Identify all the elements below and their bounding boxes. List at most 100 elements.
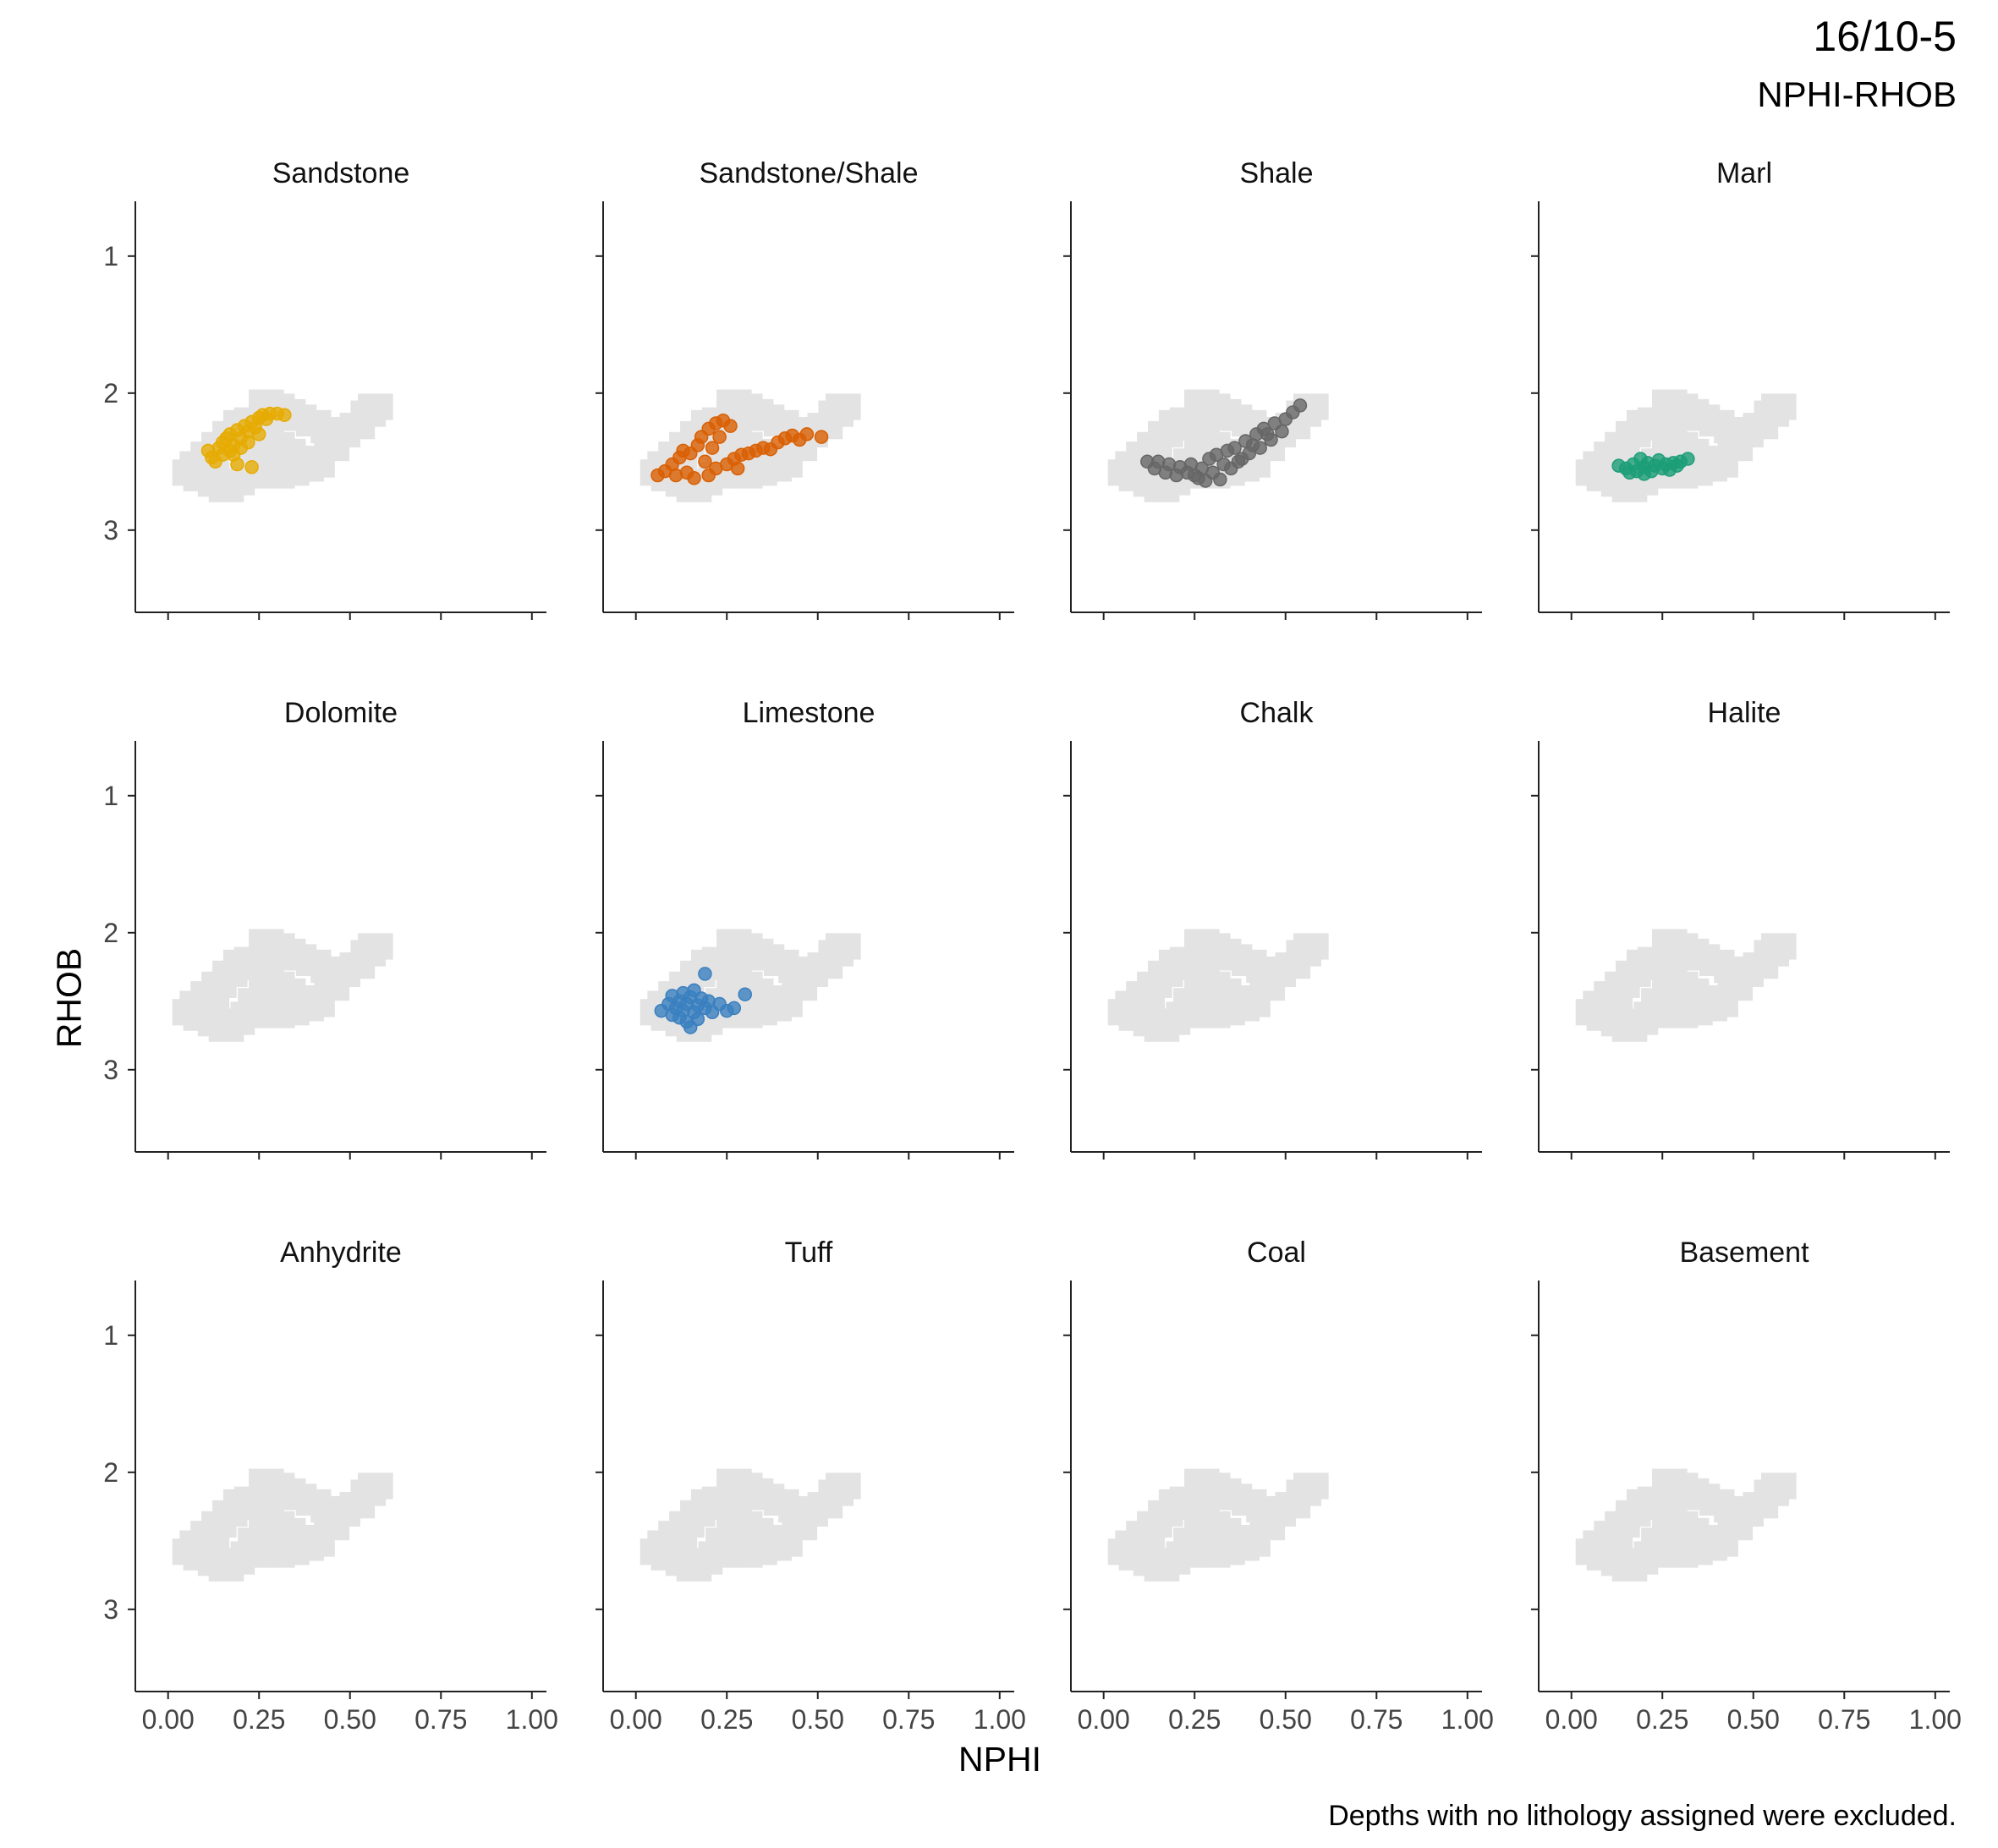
background-point <box>1129 995 1166 1023</box>
background-point <box>358 933 393 960</box>
chart-caption: Depths with no lithology assigned were e… <box>1328 1800 1957 1832</box>
x-tick-label: 1.00 <box>506 1704 558 1735</box>
data-point <box>1260 427 1275 441</box>
y-tick-label: 2 <box>103 918 118 948</box>
background-point <box>238 988 273 1015</box>
x-axis-label: NPHI <box>958 1740 1041 1779</box>
background-point <box>1761 933 1797 960</box>
data-point <box>705 441 720 455</box>
x-tick-label: 0.75 <box>1818 1704 1870 1735</box>
x-tick-label: 0.00 <box>1545 1704 1598 1735</box>
facet-title: Sandstone <box>272 157 410 189</box>
facet-panel-tuff: Tuff 0.00 0.25 0.50 0.75 1.00 <box>596 1237 1026 1735</box>
facet-title: Halite <box>1708 697 1781 729</box>
x-tick-label: 0.50 <box>324 1704 376 1735</box>
background-point <box>661 1535 698 1563</box>
data-point <box>701 468 716 483</box>
background-point <box>1692 455 1727 482</box>
facet-panel-limestone: Limestone <box>596 697 1014 1160</box>
facet-panel-coal: Coal 0.00 0.25 0.50 0.75 1.00 <box>1063 1237 1494 1735</box>
background-point <box>1129 1535 1166 1563</box>
x-tick-label: 0.75 <box>414 1704 467 1735</box>
x-tick-label: 0.50 <box>1727 1704 1780 1735</box>
background-point <box>756 995 792 1022</box>
background-point <box>238 1527 273 1555</box>
background-point <box>1173 1527 1209 1555</box>
data-point <box>1681 452 1695 466</box>
facet-panel-marl: Marl <box>1531 157 1950 620</box>
background-point <box>1641 1527 1677 1555</box>
background-point <box>1293 933 1329 960</box>
facet-panel-basement: Basement 0.00 0.25 0.50 0.75 1.00 <box>1531 1237 1962 1735</box>
x-tick-label: 0.00 <box>1078 1704 1130 1735</box>
facet-title: Shale <box>1240 157 1314 189</box>
x-tick-label: 0.25 <box>1168 1704 1221 1735</box>
facet-panel-sandstone-shale: Sandstone/Shale <box>596 157 1014 620</box>
y-tick-label: 2 <box>103 1457 118 1488</box>
x-tick-label: 0.00 <box>142 1704 195 1735</box>
facet-panel-shale: Shale <box>1063 157 1482 620</box>
background-point <box>705 1527 741 1555</box>
x-tick-label: 0.25 <box>1636 1704 1688 1735</box>
background-point <box>288 1534 324 1561</box>
data-point <box>1231 454 1246 469</box>
facet-panel-sandstone: Sandstone 1 2 3 <box>103 157 546 620</box>
y-tick-label: 3 <box>103 1055 118 1085</box>
data-point <box>244 460 259 474</box>
facet-title: Limestone <box>743 697 875 729</box>
background-point <box>194 995 230 1023</box>
y-tick-label: 1 <box>103 1320 118 1351</box>
data-point <box>690 1012 705 1027</box>
background-point <box>1761 393 1797 420</box>
background-point <box>194 1535 230 1563</box>
background-point <box>1641 988 1677 1015</box>
x-tick-label: 0.75 <box>882 1704 935 1735</box>
y-tick-label: 1 <box>103 241 118 271</box>
x-tick-label: 1.00 <box>1441 1704 1494 1735</box>
facet-title: Tuff <box>785 1237 833 1269</box>
facet-panel-anhydrite: Anhydrite 1 2 3 0.00 0.25 0.50 0.75 1.00 <box>103 1237 558 1735</box>
data-point <box>698 967 712 981</box>
data-point <box>698 454 712 469</box>
x-tick-label: 0.75 <box>1350 1704 1402 1735</box>
facet-title: Anhydrite <box>280 1237 402 1269</box>
data-point <box>1275 424 1289 439</box>
data-point <box>1227 441 1242 455</box>
background-point <box>1224 1534 1260 1561</box>
data-point <box>738 987 752 1001</box>
x-tick-label: 0.25 <box>700 1704 753 1735</box>
data-point <box>1245 438 1260 452</box>
data-point <box>799 427 815 441</box>
background-point <box>288 995 324 1022</box>
y-axis-label: RHOB <box>49 947 89 1049</box>
background-point <box>358 393 393 420</box>
background-point <box>1761 1472 1797 1500</box>
facet-title: Chalk <box>1240 697 1315 729</box>
x-tick-label: 0.25 <box>233 1704 285 1735</box>
background-point <box>756 455 792 482</box>
y-tick-label: 3 <box>103 515 118 546</box>
data-point <box>727 1001 742 1016</box>
background-point <box>1224 995 1260 1022</box>
facet-title: Dolomite <box>284 697 398 729</box>
x-tick-label: 0.50 <box>1260 1704 1312 1735</box>
data-point <box>1187 468 1202 483</box>
facet-panel-chalk: Chalk <box>1063 697 1482 1160</box>
y-tick-label: 3 <box>103 1594 118 1625</box>
background-point <box>1173 988 1209 1015</box>
background-point <box>358 1472 393 1500</box>
data-point <box>723 419 738 433</box>
chart-title: 16/10-5 <box>1813 13 1957 60</box>
background-point <box>756 1534 792 1561</box>
data-point <box>668 468 683 483</box>
chart-subtitle: NPHI-RHOB <box>1757 74 1957 114</box>
data-point <box>1213 472 1227 487</box>
data-point <box>687 470 701 485</box>
background-point <box>288 455 324 482</box>
background-point <box>826 933 861 960</box>
data-point <box>251 427 266 441</box>
x-tick-label: 1.00 <box>1909 1704 1962 1735</box>
data-point <box>241 435 255 450</box>
